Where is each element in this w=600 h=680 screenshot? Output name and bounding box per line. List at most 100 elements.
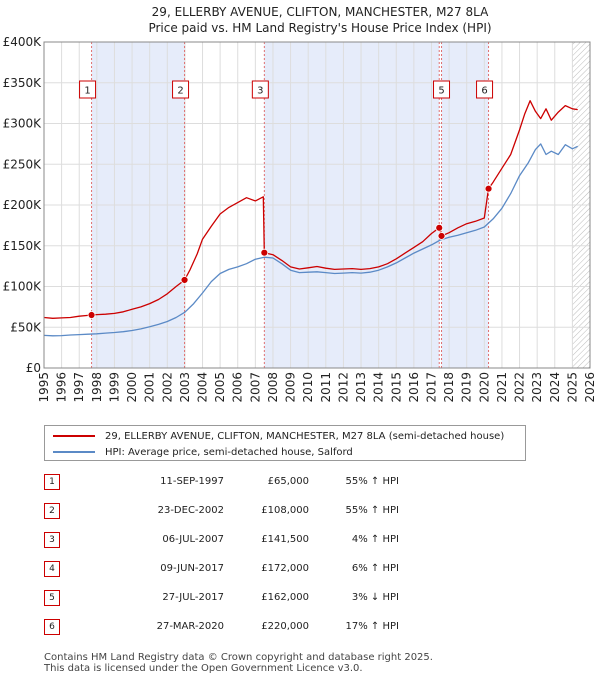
sale-date: 06-JUL-2007 xyxy=(162,534,224,545)
sale-marker-3 xyxy=(260,248,269,257)
sale-label-text: 1 xyxy=(84,86,90,97)
x-tick-label: 2015 xyxy=(389,372,403,403)
sale-label-text: 3 xyxy=(257,86,263,97)
sale-hpi-delta: 4% ↑ HPI xyxy=(351,534,399,545)
series-line-hpi xyxy=(43,143,578,337)
x-tick-label: 2006 xyxy=(231,372,245,403)
legend-swatch-property xyxy=(53,435,95,437)
sale-date: 09-JUN-2017 xyxy=(160,563,224,574)
y-tick-label: £100K xyxy=(3,280,43,294)
sale-hpi-delta: 3% ↓ HPI xyxy=(351,592,399,603)
sale-price: £172,000 xyxy=(261,563,309,574)
x-tick-label: 2007 xyxy=(248,372,262,403)
x-tick-label: 2019 xyxy=(460,372,474,403)
sale-number: 3 xyxy=(44,531,60,548)
footer: Contains HM Land Registry data © Crown c… xyxy=(44,652,433,674)
plot-frame xyxy=(43,41,591,369)
x-tick-label: 2000 xyxy=(125,372,139,403)
sale-hpi-delta: 55% ↑ HPI xyxy=(345,505,399,516)
sale-marker-2 xyxy=(180,276,189,284)
sale-price: £65,000 xyxy=(267,476,309,487)
sale-label-6: 6 xyxy=(476,80,494,99)
sale-label-3: 3 xyxy=(251,80,269,99)
x-tick-label: 2012 xyxy=(336,372,350,403)
sale-number: 1 xyxy=(44,473,60,490)
y-tick-label: £400K xyxy=(3,35,43,49)
sale-marker-1 xyxy=(87,311,96,319)
y-tick-label: £150K xyxy=(3,239,43,253)
footer-copyright: Contains HM Land Registry data © Crown c… xyxy=(44,652,433,663)
legend-label-property: 29, ELLERBY AVENUE, CLIFTON, MANCHESTER,… xyxy=(105,430,505,442)
price-chart: 29, ELLERBY AVENUE, CLIFTON, MANCHESTER,… xyxy=(3,5,597,403)
sale-price: £108,000 xyxy=(261,505,309,516)
x-tick-label: 2008 xyxy=(266,372,280,403)
x-tick-label: 2003 xyxy=(178,372,192,403)
x-tick-label: 2021 xyxy=(495,372,509,403)
sale-label-box xyxy=(172,80,190,99)
x-tick-label: 1998 xyxy=(90,372,104,403)
sale-price: £141,500 xyxy=(261,534,309,545)
x-tick-label: 2010 xyxy=(301,372,315,403)
sale-label-box xyxy=(251,80,269,99)
x-tick-label: 1996 xyxy=(55,372,69,403)
x-tick-label: 2013 xyxy=(354,372,368,403)
legend-swatch-hpi xyxy=(53,451,95,453)
sales-table: 1 11-SEP-1997 £65,000 55% ↑ HPI 2 23-DEC-2002… xyxy=(40,467,399,641)
x-tick-label: 1997 xyxy=(72,372,86,403)
x-tick-label: 2024 xyxy=(548,372,562,403)
sale-hpi-delta: 55% ↑ HPI xyxy=(345,476,399,487)
x-tick-label: 1995 xyxy=(37,372,51,403)
x-tick-label: 2022 xyxy=(513,372,527,403)
y-tick-label: £200K xyxy=(3,198,43,212)
table-row: 4 09-JUN-2017 £172,000 6% ↑ HPI xyxy=(40,554,399,583)
sale-number: 2 xyxy=(44,502,60,519)
x-tick-label: 2026 xyxy=(583,372,597,403)
sale-hpi-delta: 17% ↑ HPI xyxy=(345,621,399,632)
legend-label-hpi: HPI: Average price, semi-detached house,… xyxy=(105,446,353,458)
sale-marker-6 xyxy=(484,184,493,193)
x-tick-label: 2025 xyxy=(565,372,579,403)
legend-item-hpi: HPI: Average price, semi-detached house,… xyxy=(53,444,353,460)
sale-label-box xyxy=(79,80,97,99)
sale-price: £220,000 xyxy=(261,621,309,632)
sale-hpi-delta: 6% ↑ HPI xyxy=(351,563,399,574)
x-tick-label: 2004 xyxy=(196,372,210,403)
x-tick-label: 2014 xyxy=(372,372,386,403)
x-tick-label: 2016 xyxy=(407,372,421,403)
series-line-property xyxy=(43,100,578,319)
table-row: 1 11-SEP-1997 £65,000 55% ↑ HPI xyxy=(40,467,399,496)
x-tick-label: 2011 xyxy=(319,372,333,403)
sale-label-text: 5 xyxy=(438,86,444,97)
x-tick-label: 2002 xyxy=(160,372,174,403)
x-tick-label: 2020 xyxy=(477,372,491,403)
x-tick-label: 2018 xyxy=(442,372,456,403)
y-tick-label: £250K xyxy=(3,157,43,171)
table-row: 2 23-DEC-2002 £108,000 55% ↑ HPI xyxy=(40,496,399,525)
sale-number: 5 xyxy=(44,589,60,606)
sale-label-5: 5 xyxy=(433,80,451,99)
sale-label-box xyxy=(433,80,451,99)
table-row: 5 27-JUL-2017 £162,000 3% ↓ HPI xyxy=(40,583,399,612)
y-tick-label: £50K xyxy=(10,320,42,334)
x-tick-label: 2023 xyxy=(530,372,544,403)
x-tick-label: 2009 xyxy=(284,372,298,403)
x-tick-label: 2001 xyxy=(143,372,157,403)
table-row: 3 06-JUL-2007 £141,500 4% ↑ HPI xyxy=(40,525,399,554)
sale-marker-4 xyxy=(435,223,444,232)
sale-date: 11-SEP-1997 xyxy=(160,476,224,487)
sale-label-2: 2 xyxy=(172,80,190,99)
sale-label-text: 2 xyxy=(177,86,183,97)
y-tick-label: £300K xyxy=(3,117,43,131)
sale-date: 23-DEC-2002 xyxy=(157,505,224,516)
sale-date: 27-MAR-2020 xyxy=(156,621,224,632)
sale-label-text: 6 xyxy=(481,86,487,97)
chart-subtitle: Price paid vs. HM Land Registry's House … xyxy=(148,21,491,35)
footer-licence: This data is licensed under the Open Gov… xyxy=(44,663,363,674)
legend: 29, ELLERBY AVENUE, CLIFTON, MANCHESTER,… xyxy=(44,425,526,461)
legend-item-property: 29, ELLERBY AVENUE, CLIFTON, MANCHESTER,… xyxy=(53,428,504,444)
table-row: 6 27-MAR-2020 £220,000 17% ↑ HPI xyxy=(40,612,399,641)
chart-title: 29, ELLERBY AVENUE, CLIFTON, MANCHESTER,… xyxy=(152,5,489,19)
y-tick-label: £0 xyxy=(26,361,41,375)
sale-price: £162,000 xyxy=(261,592,309,603)
sale-label-box xyxy=(476,80,494,99)
